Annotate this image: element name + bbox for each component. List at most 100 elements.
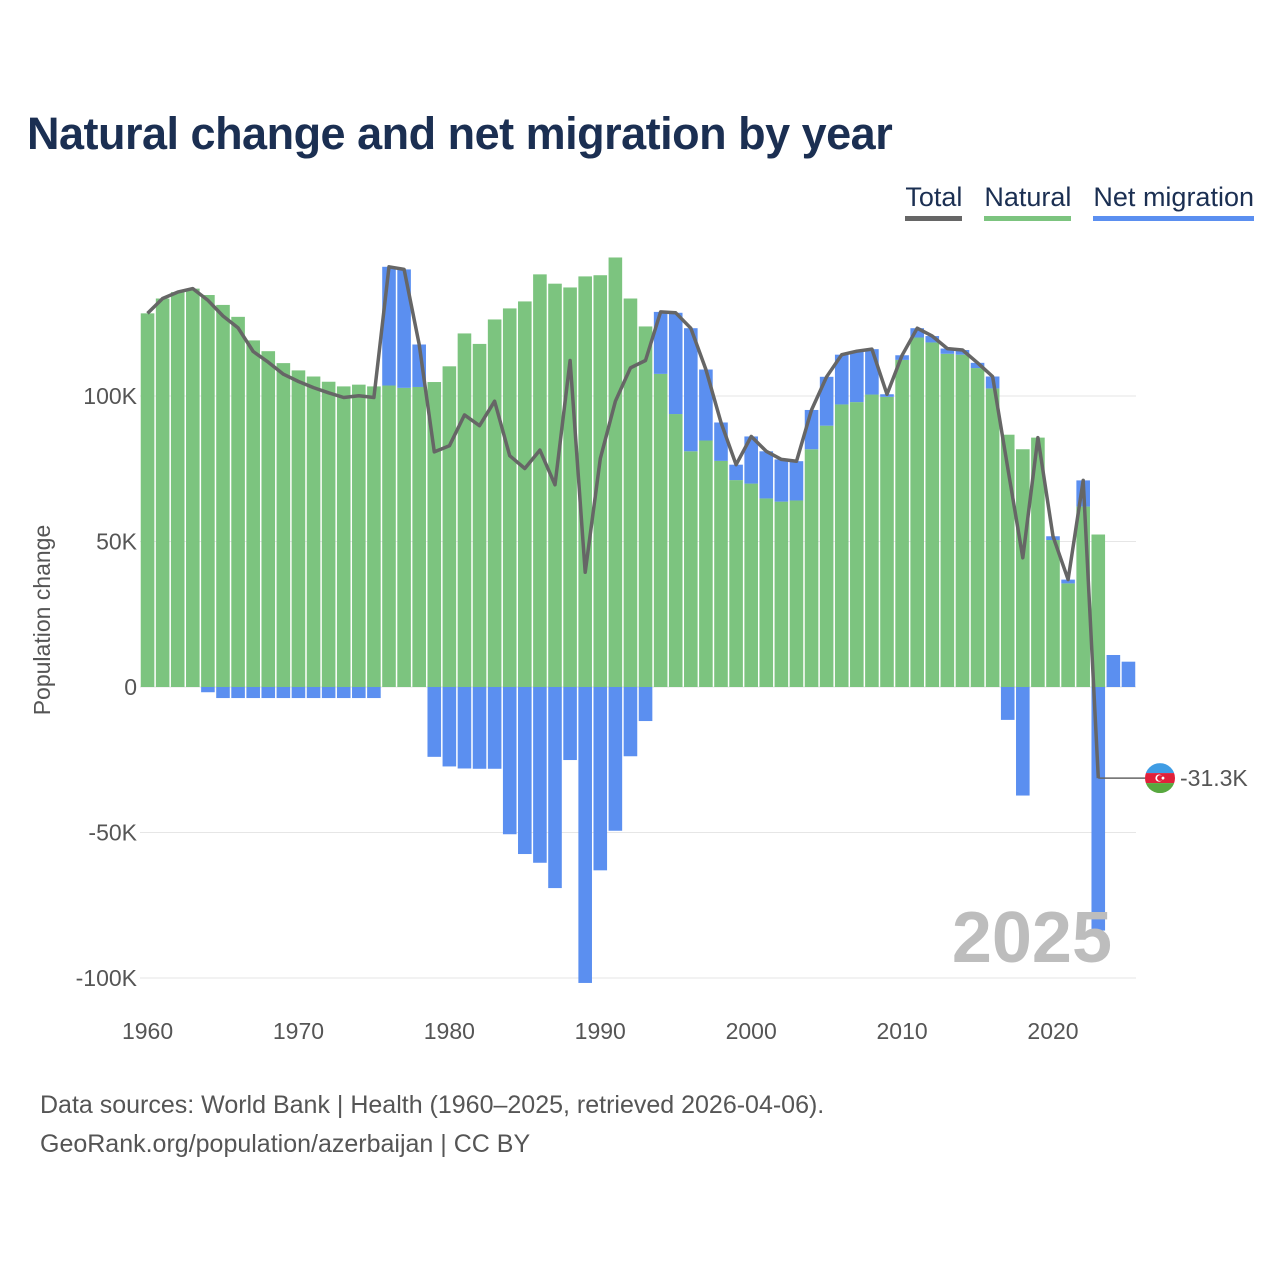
bar-natural-2013[interactable] [940, 353, 955, 687]
bar-migration-1996[interactable] [684, 328, 698, 452]
bar-natural-1971[interactable] [306, 376, 321, 687]
bar-migration-1975[interactable] [367, 687, 381, 699]
bar-migration-2011[interactable] [910, 328, 924, 338]
bar-migration-2005[interactable] [819, 376, 834, 426]
bar-natural-2010[interactable] [895, 359, 909, 687]
bar-migration-1977[interactable] [397, 269, 411, 388]
bar-migration-2002[interactable] [774, 459, 789, 502]
bar-natural-1979[interactable] [427, 382, 442, 687]
bar-natural-1966[interactable] [231, 316, 245, 687]
bar-natural-1967[interactable] [246, 340, 260, 687]
bar-migration-1970[interactable] [291, 687, 306, 699]
footer-credit[interactable]: GeoRank.org/population/azerbaijan | CC B… [40, 1130, 531, 1158]
bar-natural-1990[interactable] [593, 275, 608, 687]
bar-natural-1970[interactable] [291, 370, 306, 687]
bar-natural-1980[interactable] [442, 366, 457, 687]
bar-natural-2014[interactable] [955, 354, 970, 687]
bar-migration-2018[interactable] [1016, 687, 1030, 796]
bar-natural-1969[interactable] [276, 363, 291, 687]
bar-natural-2019[interactable] [1031, 437, 1045, 687]
bar-natural-1997[interactable] [699, 440, 713, 687]
bar-natural-1973[interactable] [336, 386, 351, 687]
bar-natural-1996[interactable] [684, 451, 698, 687]
bar-natural-1965[interactable] [216, 304, 230, 687]
bar-migration-1982[interactable] [472, 687, 487, 769]
bar-natural-1986[interactable] [533, 274, 547, 687]
bar-migration-2000[interactable] [744, 436, 758, 484]
bar-natural-2000[interactable] [744, 483, 758, 687]
bar-migration-1976[interactable] [382, 266, 396, 386]
bar-natural-2021[interactable] [1061, 583, 1075, 687]
bar-natural-2002[interactable] [774, 501, 789, 687]
bar-natural-1992[interactable] [623, 298, 638, 687]
bar-natural-1983[interactable] [487, 319, 502, 687]
bar-migration-1992[interactable] [623, 687, 638, 757]
bar-natural-2006[interactable] [834, 404, 849, 687]
bar-natural-1994[interactable] [653, 373, 668, 687]
bar-migration-2024[interactable] [1106, 654, 1121, 687]
bar-migration-2007[interactable] [850, 351, 864, 403]
legend-total[interactable]: Total [905, 182, 963, 221]
bar-natural-1988[interactable] [563, 287, 577, 687]
bar-migration-1969[interactable] [276, 687, 291, 699]
bar-migration-1993[interactable] [638, 687, 653, 722]
bar-natural-1961[interactable] [155, 298, 170, 687]
bar-migration-1974[interactable] [352, 687, 366, 699]
bar-migration-1986[interactable] [533, 687, 547, 863]
bar-migration-1971[interactable] [306, 687, 321, 699]
bar-natural-2023[interactable] [1091, 534, 1106, 687]
bar-natural-2003[interactable] [789, 500, 804, 687]
bar-natural-1964[interactable] [201, 295, 215, 687]
bar-migration-1967[interactable] [246, 687, 260, 699]
bar-migration-1999[interactable] [729, 464, 743, 481]
bar-natural-1963[interactable] [186, 288, 200, 687]
bar-natural-1984[interactable] [502, 308, 517, 687]
bar-natural-1975[interactable] [367, 386, 381, 687]
bar-migration-2023[interactable] [1091, 687, 1106, 931]
bar-migration-1989[interactable] [578, 687, 592, 983]
bar-migration-2006[interactable] [834, 354, 849, 405]
bar-natural-1968[interactable] [261, 351, 276, 687]
bar-natural-1991[interactable] [608, 257, 623, 687]
bar-natural-1962[interactable] [170, 292, 185, 687]
bar-migration-1998[interactable] [714, 422, 728, 461]
bar-migration-1995[interactable] [668, 312, 683, 415]
bar-natural-1998[interactable] [714, 460, 728, 687]
bar-natural-1981[interactable] [457, 333, 472, 687]
legend-net-migration[interactable]: Net migration [1093, 182, 1254, 221]
bar-migration-1981[interactable] [457, 687, 472, 769]
bar-migration-2003[interactable] [789, 461, 804, 501]
bar-migration-1983[interactable] [487, 687, 502, 769]
bar-natural-1995[interactable] [668, 414, 683, 687]
bar-migration-1984[interactable] [502, 687, 517, 835]
bar-natural-2016[interactable] [985, 388, 1000, 687]
bar-migration-1972[interactable] [321, 687, 336, 699]
bar-natural-1972[interactable] [321, 381, 336, 687]
bar-migration-2017[interactable] [1000, 687, 1015, 720]
bar-migration-1990[interactable] [593, 687, 608, 871]
bar-migration-1985[interactable] [518, 687, 532, 855]
bar-natural-1974[interactable] [352, 384, 366, 687]
bar-natural-1989[interactable] [578, 276, 592, 687]
bar-natural-1976[interactable] [382, 385, 396, 687]
bar-natural-2015[interactable] [970, 368, 985, 687]
bar-migration-1979[interactable] [427, 687, 442, 757]
bar-migration-1980[interactable] [442, 687, 457, 767]
bar-natural-2018[interactable] [1016, 449, 1030, 687]
bar-natural-2004[interactable] [804, 449, 819, 687]
series-total-line[interactable] [146, 265, 1101, 779]
bar-natural-1985[interactable] [518, 301, 532, 687]
bar-migration-1991[interactable] [608, 687, 623, 831]
bar-natural-2011[interactable] [910, 337, 924, 687]
bar-natural-2012[interactable] [925, 342, 940, 687]
bar-natural-1993[interactable] [638, 326, 653, 687]
bar-natural-2005[interactable] [819, 425, 834, 687]
bar-natural-1977[interactable] [397, 387, 411, 687]
bar-natural-2007[interactable] [850, 402, 864, 687]
bar-migration-2001[interactable] [759, 451, 774, 499]
bar-migration-2025[interactable] [1121, 661, 1136, 687]
bar-natural-1982[interactable] [472, 343, 487, 687]
bar-migration-1968[interactable] [261, 687, 276, 699]
legend-natural[interactable]: Natural [984, 182, 1072, 221]
bar-natural-2020[interactable] [1046, 540, 1060, 687]
